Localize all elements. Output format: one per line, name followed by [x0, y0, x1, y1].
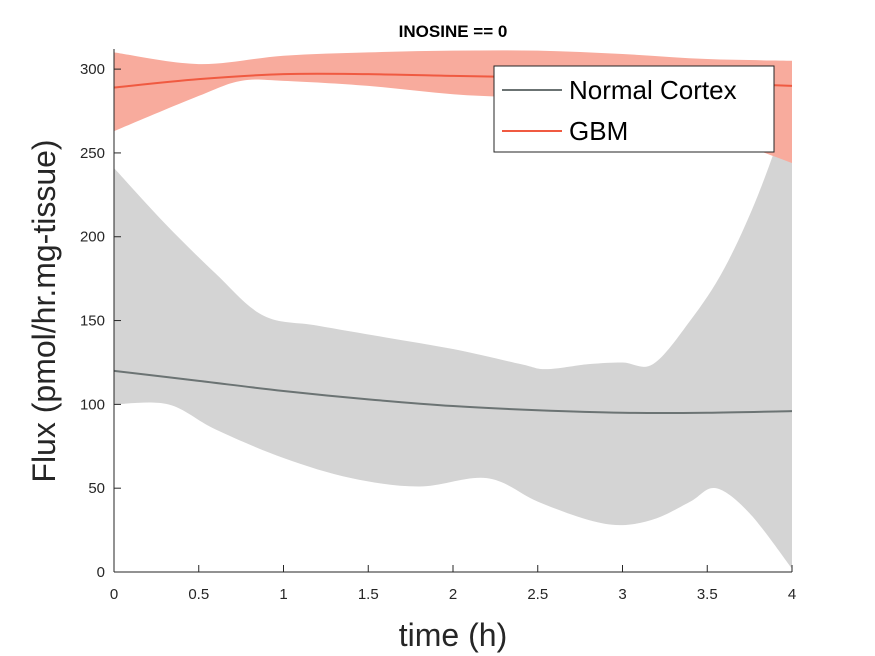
- x-tick-label: 0.5: [188, 586, 209, 603]
- x-tick-label: 0: [110, 586, 118, 603]
- legend: Normal Cortex GBM: [493, 65, 775, 153]
- x-tick-label: 2: [449, 586, 457, 603]
- y-tick-label: 100: [80, 396, 105, 413]
- x-tick-label: 1.5: [358, 586, 379, 603]
- y-tick-label: 150: [80, 313, 105, 330]
- x-ticks: 0 0.5 1 1.5 2 2.5 3 3.5 4: [110, 565, 796, 603]
- y-tick-label: 300: [80, 61, 105, 78]
- x-tick-label: 3: [618, 586, 626, 603]
- line-normal-cortex: [113, 369, 793, 415]
- y-axis-label: Flux (pmol/hr.mg-tissue): [26, 139, 62, 482]
- y-tick-label: 250: [80, 145, 105, 162]
- x-tick-label: 1: [279, 586, 287, 603]
- legend-label-gbm: GBM: [569, 116, 628, 146]
- y-ticks: 0 50 100 150 200 250 300: [80, 61, 121, 581]
- x-axis-label: time (h): [399, 617, 507, 653]
- legend-label-normal-cortex: Normal Cortex: [569, 75, 737, 105]
- y-tick-label: 0: [97, 564, 105, 581]
- y-tick-label: 200: [80, 229, 105, 246]
- chart-title: INOSINE == 0: [399, 22, 508, 41]
- x-tick-label: 2.5: [527, 586, 548, 603]
- x-tick-label: 4: [788, 586, 796, 603]
- y-tick-label: 50: [88, 480, 105, 497]
- band-normal-cortex: [114, 100, 792, 569]
- legend-box: [493, 65, 775, 153]
- x-tick-label: 3.5: [697, 586, 718, 603]
